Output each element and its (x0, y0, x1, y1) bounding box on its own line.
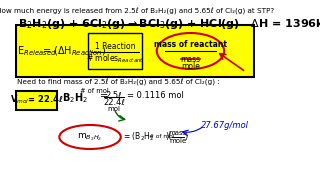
Text: =: = (100, 91, 108, 101)
Text: mass: mass (169, 130, 187, 136)
Text: B$_2$H$_2$(g) + 6Cl$_2$(g)$\rightarrow$BCl$_3$(g) + HCl(g)   $\Delta$H = 1396kJ: B$_2$H$_2$(g) + 6Cl$_2$(g)$\rightarrow$B… (18, 17, 320, 31)
Text: mol: mol (108, 106, 121, 112)
Ellipse shape (157, 33, 224, 69)
FancyBboxPatch shape (16, 91, 58, 109)
Text: V$_{mol}$= 22.4ℓ: V$_{mol}$= 22.4ℓ (10, 94, 64, 106)
Ellipse shape (59, 125, 121, 149)
Text: 2.5ℓ: 2.5ℓ (106, 91, 122, 100)
Text: # moles$_{Reactant}$: # moles$_{Reactant}$ (86, 53, 144, 65)
Text: = ($\Delta$H$_{Reaction}$): = ($\Delta$H$_{Reaction}$) (42, 44, 107, 58)
Text: )(: )( (166, 132, 172, 141)
Text: # of mol: # of mol (80, 88, 108, 94)
FancyBboxPatch shape (16, 25, 254, 77)
Text: mass: mass (180, 55, 201, 64)
Text: mole: mole (169, 138, 186, 144)
Text: Need to find mass of 2.5ℓ of B₂H₂(g) and 5.65ℓ of Cl₂(g) :: Need to find mass of 2.5ℓ of B₂H₂(g) and… (17, 79, 220, 86)
FancyBboxPatch shape (88, 33, 142, 69)
Text: 27.67g/mol: 27.67g/mol (201, 120, 249, 129)
Text: 1 Reaction: 1 Reaction (94, 42, 135, 51)
Text: # of mol: # of mol (149, 134, 175, 140)
Text: ): ) (184, 132, 188, 141)
Text: = (B$_2$H$_2$: = (B$_2$H$_2$ (123, 131, 155, 143)
Text: 22.4ℓ: 22.4ℓ (103, 98, 125, 107)
Text: m$_{B_2H_2}$: m$_{B_2H_2}$ (77, 131, 103, 143)
Text: mass of reactant: mass of reactant (154, 39, 227, 48)
Text: B$_2$H$_2$: B$_2$H$_2$ (61, 91, 88, 105)
Text: = 0.1116 mol: = 0.1116 mol (127, 91, 184, 100)
Text: How much energy is released from 2.5ℓ of B₂H₂(g) and 5.65ℓ of Cl₂(g) at STP?: How much energy is released from 2.5ℓ of… (0, 8, 274, 15)
Text: mole: mole (181, 62, 200, 71)
Text: E$_{Released}$: E$_{Released}$ (17, 44, 57, 58)
